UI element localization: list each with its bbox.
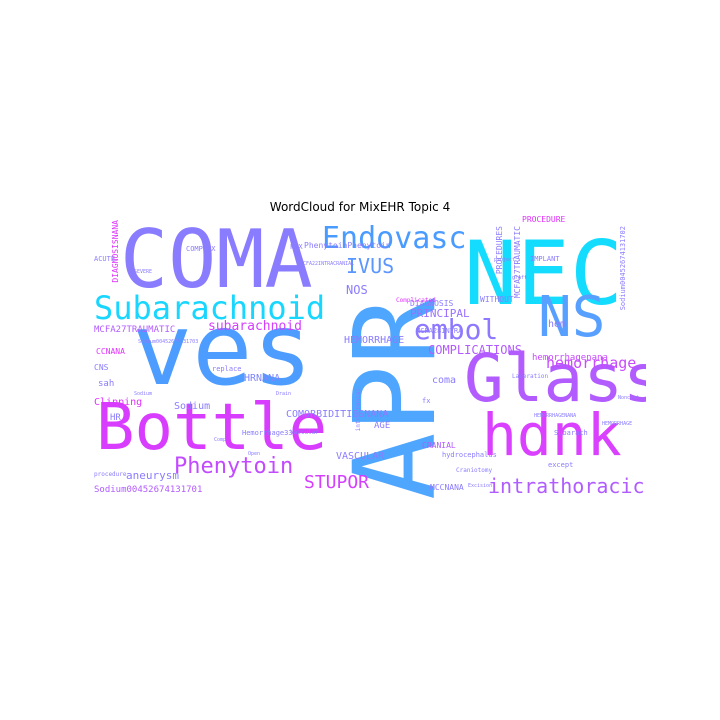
word-clipping: Clipping <box>94 397 143 408</box>
word-sodium00452674131702: Sodium00452674131702 <box>619 226 627 311</box>
word-hydrocephalus: hydrocephalus <box>442 451 497 459</box>
word-mcfa27traumatic: MCFA27TRAUMATIC <box>94 325 176 335</box>
word-mcfa28intra: MCFA28INTRA <box>416 327 463 335</box>
word-sodium00452674131701: Sodium00452674131701 <box>94 485 203 495</box>
word-laceration: Laceration <box>512 373 549 380</box>
word-diagnosisnana: DIAGNOSISNANA <box>111 220 120 283</box>
word-hemorrhage33: Hemorrhage33 <box>242 429 293 437</box>
word-hr: HR <box>110 413 121 423</box>
word-ves: ves <box>132 291 313 408</box>
word-mccnana: MCCNANA <box>430 483 464 492</box>
word-hemorrhagenana: HEMORRHAGENANA <box>534 413 577 419</box>
word-subarachnoid: subarachnoid <box>208 319 302 334</box>
word-diagnosis: DIAGNOSIS <box>410 299 454 308</box>
word-vascular: VASCULAR <box>336 451 385 462</box>
word-subarachnoid: Subarachnoid <box>94 289 326 327</box>
word-hemorrhagenana: hemorrhagenana <box>532 353 608 363</box>
word-procedure: procedure <box>94 471 127 478</box>
word-nec: NEC <box>464 222 623 325</box>
chart-title: WordCloud for MixEHR Topic 4 <box>269 200 451 214</box>
word-craniotomy: Craniotomy <box>456 467 493 474</box>
word-sah: sah <box>98 379 115 389</box>
word-stupor: STUPOR <box>304 472 370 493</box>
word-complex: COMPLEX <box>186 245 216 253</box>
word-nos: NOS <box>346 283 368 297</box>
word-excision: Excision <box>468 483 493 489</box>
word-embol: embol <box>414 313 499 346</box>
word-subarach: Subarach <box>554 429 588 437</box>
word-procedures: PROCEDURES <box>495 226 504 275</box>
word-comorbiditiesnana: COMORBIDITIESNANA <box>286 409 389 420</box>
word-fx: fx <box>422 397 431 405</box>
word-mcfa22intracranial: MCFA22INTRACRANIAL <box>300 261 355 267</box>
word-intrathoracic: intrathoracic <box>488 474 645 498</box>
word-graft: graft <box>512 275 528 281</box>
word-pdx: PDX <box>290 243 303 251</box>
word-drain: Drain <box>276 391 292 397</box>
word-project: project <box>494 257 516 263</box>
word-sodium: Sodium <box>134 391 153 397</box>
word-bottle: Bottle <box>96 391 328 465</box>
word-ivus: IVUS <box>346 254 395 278</box>
word-mcfa27traumatic: MCFA27TRAUMATIC <box>513 226 522 299</box>
word-coma: coma <box>432 375 457 386</box>
word-complicated: Complicated <box>396 297 436 304</box>
word-hem: hem <box>548 319 567 330</box>
word-aneurysm: aneurysm <box>126 469 179 482</box>
word-hemorrhage: HEMORRHAGE <box>344 335 405 346</box>
word-ns: NS <box>538 285 606 350</box>
word-ccnana: CCNANA <box>96 347 125 356</box>
word-endovasc: Endovasc <box>322 221 467 256</box>
word-replace: replace <box>212 365 242 373</box>
word-without: WITHOUT <box>480 295 514 304</box>
word-sodium: Sodium <box>174 401 211 412</box>
word-coma: COMA <box>120 216 313 306</box>
word-intracranial: intracranial <box>355 388 362 432</box>
word-except: except <box>548 461 574 469</box>
word-acute: ACUTE <box>94 255 116 263</box>
word-phenytoin: Phenytoin <box>174 454 294 479</box>
word-hrnana: HRNANA <box>244 373 281 384</box>
word-sodium00452674131703: Sodium00452674131703 <box>138 339 199 345</box>
word-hemorrhage: hemorrhage <box>546 354 637 372</box>
wordcloud: APR ves NEC COMA Bottle Glass hdnk NS Subarachno… <box>94 216 646 500</box>
word-implant: IMPLANT <box>530 255 560 263</box>
word-cns: CNS <box>94 363 109 372</box>
word-hemorrhage: HEMORRHAGE <box>602 421 633 427</box>
word-age: AGE <box>374 421 391 431</box>
word-phenytoinphenytoin: PhenytoinPhenytoin <box>304 241 391 250</box>
word-nonclot: Nonclot <box>618 395 640 401</box>
word-procedure: PROCEDURE <box>522 216 566 224</box>
word-glass: Glass <box>464 340 646 417</box>
word-vascular: Vascular <box>290 429 319 436</box>
word-cranial: CRANIAL <box>422 441 456 450</box>
word-principal: PRINCIPAL <box>410 307 470 320</box>
word-comp: Comp <box>214 437 227 443</box>
word-complications: COMPLICATIONS <box>428 343 522 357</box>
word-severe: SEVERE <box>134 269 153 275</box>
word-hdnk: hdnk <box>482 401 622 469</box>
word-open: Open <box>248 451 261 457</box>
